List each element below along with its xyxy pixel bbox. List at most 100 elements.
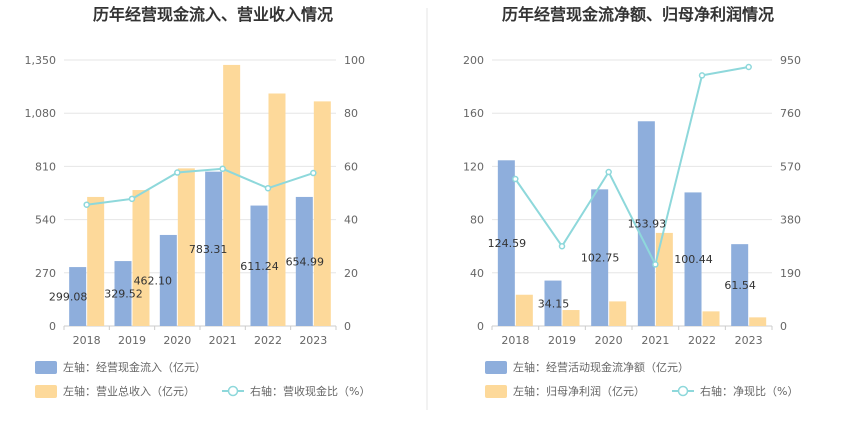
bar-secondary xyxy=(749,317,767,326)
chart-panel-net-cashflow: 历年经营现金流净额、归母净利润情况 0 40 80 120 160 200 0 190 380… xyxy=(463,5,801,398)
bar-primary xyxy=(544,280,562,326)
bar-secondary xyxy=(313,101,331,326)
bar-value-label: 100.44 xyxy=(674,253,713,266)
left-axis-tick-label: 80 xyxy=(470,214,484,227)
left-axis-tick-label: 810 xyxy=(35,160,56,173)
ratio-line-point xyxy=(128,195,136,203)
legend-label: 左轴：经营活动现金流净额（亿元） xyxy=(513,360,689,374)
bar-value-label: 102.75 xyxy=(581,252,620,265)
x-axis-tick-label: 2022 xyxy=(688,334,716,347)
x-axis-ticks: 2018 2019 2020 2021 2022 2023 xyxy=(491,326,773,347)
bar-value-label: 783.31 xyxy=(189,243,228,256)
right-axis-tick-label: 80 xyxy=(344,107,358,120)
left-axis-tick-label: 120 xyxy=(463,160,484,173)
left-axis-tick-label: 0 xyxy=(49,320,56,333)
chart-title: 历年经营现金流净额、归母净利润情况 xyxy=(502,5,774,24)
bar-labels: 124.59 34.15 102.75 153.93 100.44 61.54 xyxy=(488,218,756,311)
bar-value-label: 462.10 xyxy=(134,274,173,287)
ratio-line xyxy=(512,63,752,268)
left-axis-tick-label: 540 xyxy=(35,214,56,227)
right-axis-tick-label: 20 xyxy=(344,267,358,280)
bars xyxy=(497,121,767,326)
legend-swatch xyxy=(35,361,57,374)
x-axis-tick-label: 2019 xyxy=(548,334,576,347)
ratio-line-point xyxy=(174,169,181,176)
x-axis-tick-label: 2018 xyxy=(501,334,529,347)
bar-value-label: 611.24 xyxy=(240,260,279,273)
bar-value-label: 329.52 xyxy=(104,288,143,301)
bar-secondary xyxy=(268,93,286,326)
right-axis-tick-label: 0 xyxy=(780,320,787,333)
bar-secondary xyxy=(609,301,627,326)
bar-primary xyxy=(684,192,702,326)
left-axis-tick-label: 160 xyxy=(463,107,484,120)
legend-swatch xyxy=(485,361,507,374)
legend-line-marker xyxy=(677,385,689,397)
legend: 左轴：经营活动现金流净额（亿元） 左轴：归母净利润（亿元） 右轴：净现比（%） xyxy=(485,360,798,398)
left-axis-tick-label: 0 xyxy=(477,320,484,333)
legend-swatch xyxy=(485,385,507,398)
bar-secondary xyxy=(655,232,673,326)
right-axis-tick-label: 570 xyxy=(780,160,801,173)
bar-primary xyxy=(250,205,268,326)
bar-secondary xyxy=(223,64,241,326)
bar-primary xyxy=(295,196,313,326)
legend-label: 右轴：营收现金比（%） xyxy=(250,384,370,398)
left-axis-tick-label: 40 xyxy=(470,267,484,280)
legend-line-marker xyxy=(227,385,239,397)
bar-primary xyxy=(591,189,609,326)
bar-value-label: 124.59 xyxy=(488,237,527,250)
x-axis-tick-label: 2020 xyxy=(163,334,191,347)
bar-secondary xyxy=(132,190,150,326)
bar-primary xyxy=(114,261,132,326)
x-axis-tick-label: 2021 xyxy=(641,334,669,347)
x-axis-tick-label: 2023 xyxy=(299,334,327,347)
bar-primary xyxy=(205,171,223,326)
chart-panel-cash-inflow: 历年经营现金流入、营业收入情况 0 270 540 810 1,080 1,350 0 20… xyxy=(25,5,370,398)
ratio-line-point xyxy=(512,175,519,183)
legend-label: 左轴：经营现金流入（亿元） xyxy=(63,360,206,374)
bar-secondary xyxy=(177,168,195,326)
left-axis-ticks: 0 270 540 810 1,080 1,350 xyxy=(25,54,57,333)
ratio-line xyxy=(83,165,317,208)
legend-swatch xyxy=(35,385,57,398)
legend: 左轴：经营现金流入（亿元） 左轴：营业总收入（亿元） 右轴：营收现金比（%） xyxy=(35,360,370,398)
x-axis-tick-label: 2022 xyxy=(254,334,282,347)
ratio-line-point xyxy=(83,201,90,208)
ratio-line-point xyxy=(558,242,566,250)
legend-label: 右轴：净现比（%） xyxy=(700,384,798,398)
left-axis-tick-label: 200 xyxy=(463,54,484,67)
right-axis-tick-label: 60 xyxy=(344,160,358,173)
bar-value-label: 61.54 xyxy=(724,279,756,292)
bar-value-label: 34.15 xyxy=(538,297,570,310)
bar-value-label: 654.99 xyxy=(286,255,325,268)
left-axis-tick-label: 1,350 xyxy=(25,54,57,67)
right-axis-tick-label: 380 xyxy=(780,214,801,227)
x-axis-ticks: 2018 2019 2020 2021 2022 2023 xyxy=(63,326,337,347)
ratio-line-point xyxy=(745,63,752,71)
x-axis-tick-label: 2023 xyxy=(735,334,763,347)
right-axis-tick-label: 950 xyxy=(780,54,801,67)
bar-secondary xyxy=(702,311,720,326)
bar-value-label: 153.93 xyxy=(628,218,667,231)
ratio-line-point xyxy=(310,169,317,177)
x-axis-tick-label: 2021 xyxy=(209,334,237,347)
left-axis-ticks: 0 40 80 120 160 200 xyxy=(463,54,484,333)
chart-title: 历年经营现金流入、营业收入情况 xyxy=(93,5,333,24)
grid-lines xyxy=(64,59,336,327)
ratio-line-path xyxy=(86,167,314,206)
right-axis-tick-label: 0 xyxy=(344,320,351,333)
left-axis-tick-label: 270 xyxy=(35,267,56,280)
bar-primary xyxy=(159,234,177,326)
right-axis-tick-label: 100 xyxy=(344,54,365,67)
right-axis-tick-label: 40 xyxy=(344,214,358,227)
bars xyxy=(69,64,331,326)
left-axis-tick-label: 1,080 xyxy=(25,107,57,120)
legend-label: 左轴：营业总收入（亿元） xyxy=(63,384,195,398)
bar-secondary xyxy=(515,294,533,326)
bar-secondary xyxy=(87,196,105,326)
bar-value-label: 299.08 xyxy=(49,291,88,304)
right-axis-tick-label: 190 xyxy=(780,267,801,280)
